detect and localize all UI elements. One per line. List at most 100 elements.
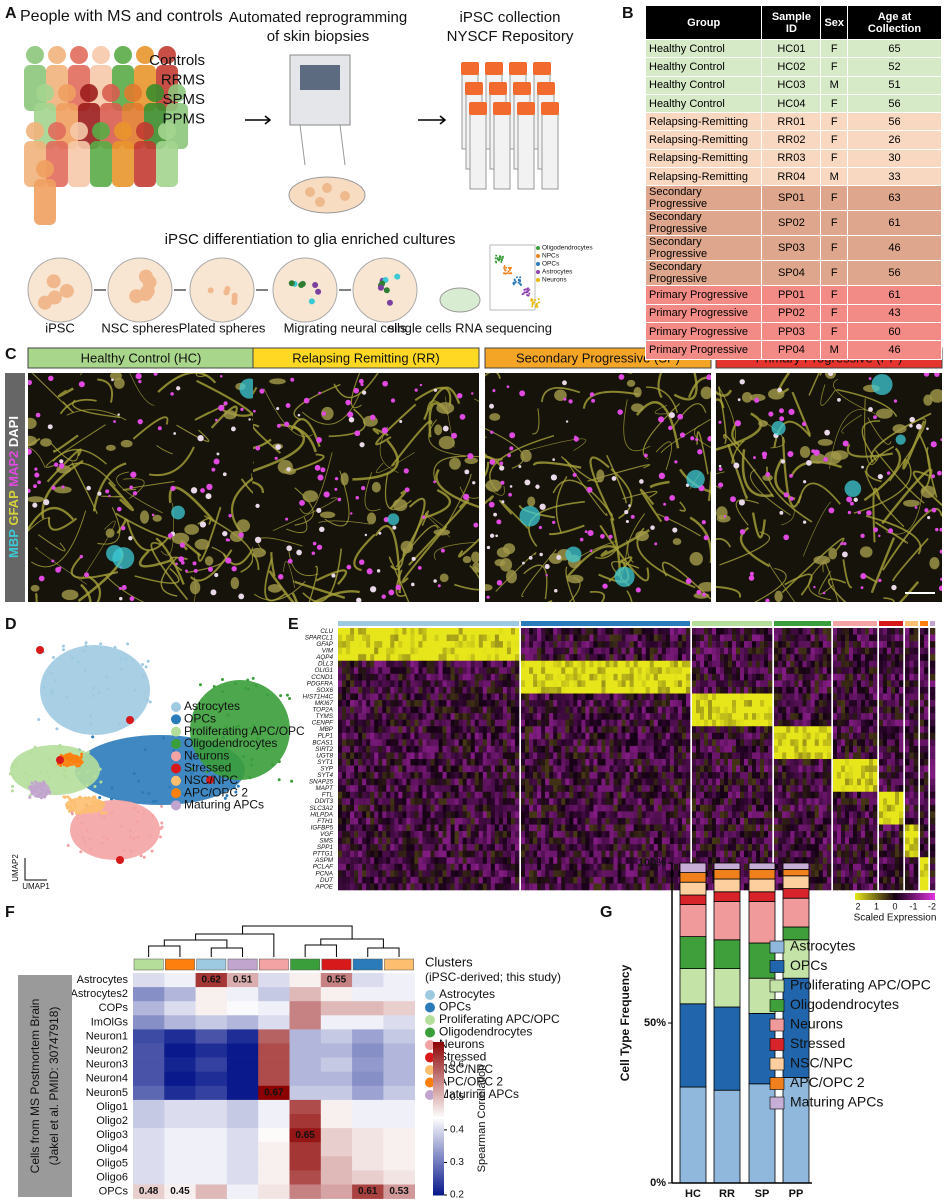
expression-cell xyxy=(593,752,598,760)
expression-cell xyxy=(633,726,638,734)
nucleus xyxy=(934,373,940,377)
expression-cell xyxy=(545,726,550,734)
expression-cell xyxy=(454,804,459,812)
expression-cell xyxy=(434,876,439,884)
process xyxy=(774,458,796,501)
expression-cell xyxy=(521,719,526,727)
expression-cell xyxy=(470,634,476,642)
expression-cell xyxy=(685,824,691,832)
expression-cell xyxy=(386,745,391,753)
nucleus xyxy=(297,413,301,417)
expression-cell xyxy=(390,811,395,819)
expression-cell xyxy=(338,817,343,825)
nucleus xyxy=(190,487,198,494)
expression-cell xyxy=(490,693,496,701)
nucleus xyxy=(286,545,293,552)
expression-cell xyxy=(370,772,375,779)
umap-dot xyxy=(46,771,50,775)
expression-cell xyxy=(553,700,558,707)
expression-cell xyxy=(478,837,484,845)
nucleus xyxy=(733,462,740,469)
expression-cell xyxy=(402,719,407,727)
expression-cell xyxy=(374,713,379,720)
expression-cell xyxy=(506,700,512,707)
expression-cell xyxy=(605,628,610,635)
expression-cell xyxy=(613,778,618,786)
expression-cell xyxy=(454,883,459,891)
expression-cell xyxy=(625,772,630,779)
expression-cell xyxy=(454,857,459,865)
expression-cell xyxy=(402,647,407,655)
expression-cell xyxy=(454,785,459,793)
expression-cell xyxy=(402,706,407,714)
expression-cell xyxy=(645,791,651,799)
soma xyxy=(626,379,636,387)
expression-cell xyxy=(665,759,671,766)
expression-cell xyxy=(569,772,574,779)
mini-umap-dot xyxy=(510,266,513,269)
expression-cell xyxy=(434,870,439,878)
expression-cell xyxy=(370,883,375,891)
expression-cell xyxy=(621,876,626,884)
expression-cell xyxy=(462,811,468,819)
expression-cell xyxy=(637,654,643,662)
expression-cell xyxy=(593,628,598,635)
expression-cell xyxy=(657,745,663,753)
expression-cell xyxy=(358,850,363,858)
expression-cell xyxy=(466,850,472,858)
expression-cell xyxy=(732,628,737,635)
expression-cell xyxy=(601,837,606,845)
nucleus xyxy=(47,424,53,430)
expression-cell xyxy=(506,870,512,878)
expression-cell xyxy=(645,700,651,707)
expression-cell xyxy=(541,719,546,727)
expression-cell xyxy=(494,660,500,668)
expression-cell xyxy=(434,700,439,707)
expression-cell xyxy=(410,739,415,747)
expression-cell xyxy=(637,732,643,740)
expression-cell xyxy=(482,732,488,740)
expression-cell xyxy=(561,700,566,707)
expression-cell xyxy=(601,660,606,668)
expression-cell xyxy=(490,765,496,773)
nucleus xyxy=(861,465,864,469)
mini-umap-dot xyxy=(499,255,502,258)
expression-cell xyxy=(406,785,411,793)
soma xyxy=(698,582,711,592)
expression-cell xyxy=(637,647,643,655)
expression-cell xyxy=(669,837,675,845)
expression-cell xyxy=(458,876,463,884)
expression-cell xyxy=(549,837,554,845)
expression-cell xyxy=(474,745,480,753)
expression-cell xyxy=(617,713,622,720)
nucleus xyxy=(789,496,794,501)
expression-cell xyxy=(744,628,749,635)
expression-cell xyxy=(545,817,550,825)
umap-dot xyxy=(62,773,66,777)
nucleus xyxy=(600,533,605,539)
expression-cell xyxy=(338,634,343,642)
expression-cell xyxy=(514,798,520,806)
expression-cell xyxy=(529,785,534,793)
umap-dot xyxy=(141,663,145,667)
expression-cell xyxy=(613,739,618,747)
expression-cell xyxy=(685,844,691,851)
expression-cell xyxy=(346,732,351,740)
expression-cell xyxy=(502,641,508,648)
expression-cell xyxy=(418,798,423,806)
expression-cell xyxy=(657,713,663,720)
expression-cell xyxy=(366,765,371,773)
expression-cell xyxy=(470,680,476,688)
expression-cell xyxy=(410,732,415,740)
soma xyxy=(269,378,286,385)
expression-cell xyxy=(398,667,403,675)
expression-cell xyxy=(625,673,630,681)
expression-cell xyxy=(601,719,606,727)
expression-cell xyxy=(434,660,439,668)
expression-cell xyxy=(506,647,512,655)
soma xyxy=(700,386,711,400)
expression-cell xyxy=(342,857,347,865)
expression-cell xyxy=(446,713,451,720)
nucleus xyxy=(940,577,942,581)
expression-cell xyxy=(593,647,598,655)
